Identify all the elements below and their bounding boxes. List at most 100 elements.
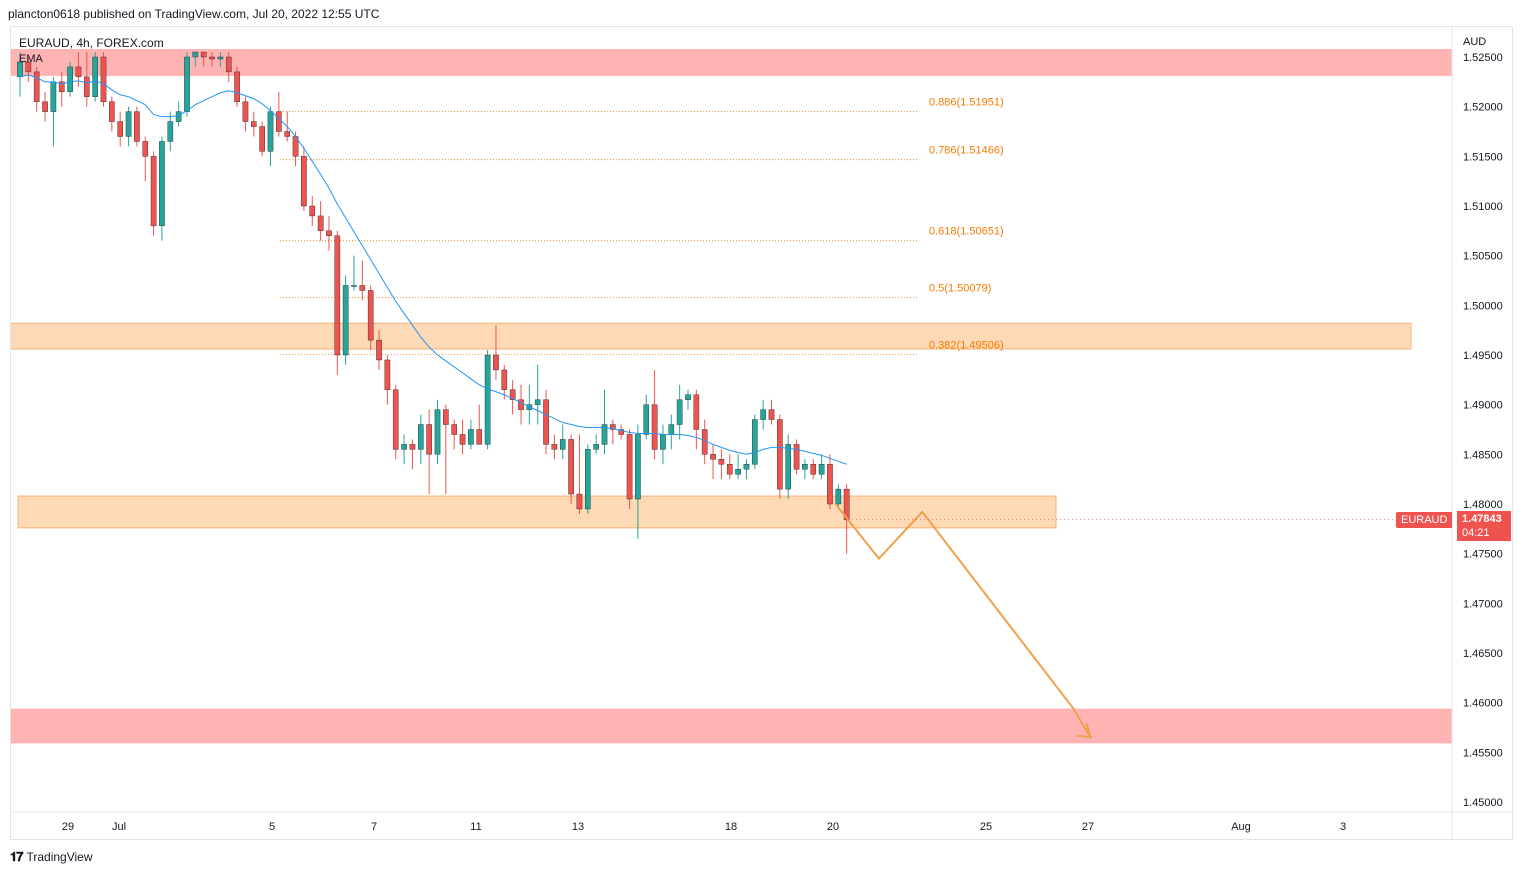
candle-body	[476, 429, 483, 445]
candle-body	[843, 488, 850, 521]
supply-zone	[11, 49, 1452, 76]
y-axis-tick-label: 1.49500	[1463, 350, 1503, 362]
candle-body	[710, 454, 716, 460]
candle-body	[109, 101, 115, 122]
candle-body	[676, 399, 683, 425]
x-axis-tick-label: 3	[1340, 821, 1346, 833]
candle-body	[242, 101, 249, 122]
candle-body	[443, 409, 449, 425]
y-axis-tick-label: 1.49000	[1463, 400, 1503, 412]
y-axis-tick-label: 1.47500	[1463, 549, 1503, 561]
y-axis-tick-label: 1.50000	[1463, 300, 1503, 312]
candle-body	[701, 429, 708, 455]
fib-level-label: 0.886(1.51951)	[929, 97, 1004, 109]
candle-body	[785, 444, 791, 490]
symbol-title[interactable]: EURAUD, 4h, FOREX.com	[19, 36, 164, 50]
footer[interactable]: 𝟏𝟕 TradingView	[10, 849, 93, 865]
y-axis-tick-label: 1.48500	[1463, 449, 1503, 461]
candle-body	[326, 230, 332, 236]
candle-body	[150, 156, 157, 227]
y-axis-tick-label: 1.51500	[1463, 151, 1503, 163]
candle-body	[259, 126, 265, 152]
candle-body	[351, 285, 357, 287]
candle-body	[200, 51, 207, 58]
candle-body	[818, 464, 825, 475]
candle-body	[125, 111, 132, 137]
candle-body	[234, 71, 240, 102]
candle-body	[58, 81, 65, 92]
candle-body	[33, 71, 40, 102]
x-axis-tick-label: 20	[827, 821, 839, 833]
candle-body	[384, 359, 391, 390]
candle-body	[142, 141, 149, 157]
candle-body	[743, 464, 750, 470]
candle-body	[359, 285, 366, 291]
candle-body	[793, 444, 800, 470]
candle-body	[635, 434, 641, 500]
candle-body	[668, 424, 675, 435]
current-symbol: EURAUD	[1396, 512, 1453, 528]
x-axis-tick-label: 11	[470, 821, 481, 833]
x-axis-tick-label: 13	[572, 821, 584, 833]
y-axis-tick-label: 1.45000	[1463, 797, 1503, 809]
candle-body	[551, 444, 558, 450]
candle-body	[418, 424, 424, 450]
candle-body	[777, 419, 783, 490]
publisher-line: plancton0618 published on TradingView.co…	[8, 7, 380, 21]
y-axis-tick-label: 1.52000	[1463, 102, 1503, 114]
candle-body	[693, 394, 700, 430]
candle-body	[434, 409, 441, 455]
candle-body	[585, 449, 591, 510]
target-zone	[11, 708, 1452, 744]
candle-body	[267, 111, 274, 152]
candle-body	[426, 424, 432, 455]
resistance-zone	[11, 322, 1412, 350]
x-axis-tick-label: Aug	[1231, 821, 1251, 833]
candle-body	[484, 354, 491, 445]
candle-body	[217, 56, 224, 60]
y-axis-tick-label: 1.46000	[1463, 698, 1503, 710]
candle-body	[276, 111, 282, 132]
x-axis-tick-label: 29	[62, 821, 74, 833]
candle-body	[802, 464, 808, 470]
y-axis-tick-label: 1.46500	[1463, 648, 1503, 660]
candle-body	[167, 121, 174, 142]
candle-body	[334, 235, 341, 356]
candle-body	[493, 354, 499, 371]
chart-frame	[10, 26, 1513, 840]
candle-body	[92, 56, 98, 97]
candle-body	[309, 205, 316, 217]
candle-body	[401, 444, 407, 450]
candle-body	[660, 434, 666, 450]
candle-body	[651, 404, 658, 450]
y-axis-tick-label: 1.50500	[1463, 251, 1503, 263]
candle-body	[409, 444, 416, 450]
x-axis-tick-label: Jul	[112, 821, 126, 833]
x-axis-tick-label: 5	[269, 821, 275, 833]
x-axis-tick-label: 27	[1082, 821, 1094, 833]
candle-body	[626, 434, 633, 500]
bar-countdown: 04:21	[1462, 527, 1490, 539]
ema-line	[19, 74, 847, 465]
candle-body	[225, 56, 232, 73]
candle-body	[568, 439, 574, 495]
y-axis-tick-label: 1.45500	[1463, 747, 1503, 759]
candle-body	[25, 61, 32, 73]
brand-name: TradingView	[26, 850, 93, 864]
projection-arrowhead	[1076, 723, 1092, 739]
candle-body	[760, 409, 766, 420]
candle-body	[250, 121, 257, 127]
indicator-ema-label[interactable]: EMA	[19, 53, 43, 65]
candle-body	[209, 56, 215, 60]
current-price-box: 1.47843 04:21	[1457, 511, 1511, 541]
legend: EURAUD, 4h, FOREX.com EMA	[19, 35, 164, 67]
candle-body	[468, 429, 474, 445]
y-axis-unit-label: AUD	[1463, 36, 1486, 48]
candles-group	[17, 51, 850, 554]
candle-body	[643, 404, 650, 435]
candle-body	[175, 111, 182, 122]
candle-body	[501, 369, 508, 390]
y-axis-tick-label: 1.52500	[1463, 52, 1503, 64]
candle-body	[83, 76, 90, 97]
